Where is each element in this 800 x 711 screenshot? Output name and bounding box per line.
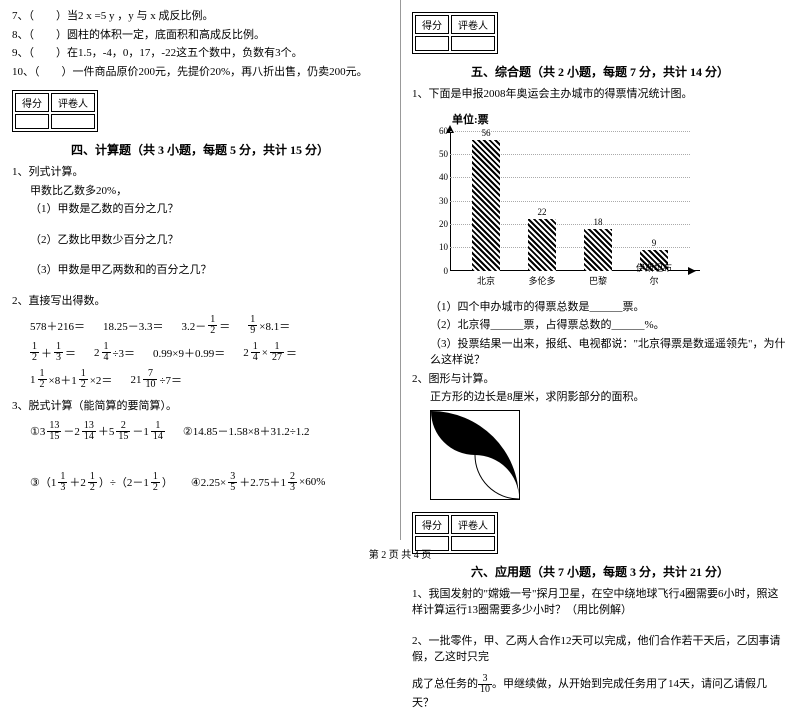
expr-2-4: 214×127＝ bbox=[243, 342, 297, 363]
expr-1-2: 18.25－3.3＝ bbox=[103, 315, 164, 336]
expr-2-1: 12＋13＝ bbox=[30, 342, 76, 363]
question-9: 9、（ ）在1.5，-4，0，17，-22这五个数中，负数有3个。 bbox=[12, 45, 388, 62]
page-footer: 第 2 页 共 4 页 bbox=[0, 546, 800, 561]
x-arrow-icon bbox=[688, 267, 696, 275]
y-tick: 30 bbox=[430, 196, 448, 206]
question-7: 7、（ ）当2 x =5 y ，y 与 x 成反比例。 bbox=[12, 8, 388, 25]
problem-3: 3、脱式计算（能简算的要简算）。 bbox=[12, 398, 388, 415]
math-row-2: 12＋13＝ 214÷3＝ 0.99×9＋0.99＝ 214×127＝ bbox=[30, 342, 388, 363]
bar-value: 56 bbox=[472, 128, 500, 138]
expr-3-2: 21710÷7＝ bbox=[130, 369, 182, 390]
bar-value: 22 bbox=[528, 207, 556, 217]
expr-4-1: ①31315－21314＋5215－1114 bbox=[30, 421, 165, 442]
grader-label: 评卷人 bbox=[51, 93, 95, 112]
right-column: 得分评卷人 五、综合题（共 2 小题，每题 7 分，共计 14 分） 1、下面是… bbox=[400, 0, 800, 540]
math-row-4: ①31315－21314＋5215－1114 ②14.85－1.58×8＋31.… bbox=[30, 421, 388, 442]
question-6-1: 1、我国发射的"嫦娥一号"探月卫星，在空中绕地球飞行4圈需要6小时，照这样计算运… bbox=[412, 586, 788, 619]
problem-2: 2、直接写出得数。 bbox=[12, 293, 388, 310]
bar-label: 北京 bbox=[466, 274, 506, 287]
section-4-title: 四、计算题（共 3 小题，每题 5 分，共计 15 分） bbox=[12, 141, 388, 158]
question-6-2a: 2、一批零件，甲、乙两人合作12天可以完成，他们合作若干天后，乙因事请假，乙这时… bbox=[412, 633, 788, 666]
section-5-title: 五、综合题（共 2 小题，每题 7 分，共计 14 分） bbox=[412, 63, 788, 80]
question-8: 8、（ ）圆柱的体积一定，底面积和高成反比例。 bbox=[12, 27, 388, 44]
chart-bar bbox=[584, 229, 612, 271]
math-row-1: 578＋216＝ 18.25－3.3＝ 3.2－12＝ 19×8.1＝ bbox=[30, 315, 388, 336]
expr-3-1: 112×8＋112×2＝ bbox=[30, 369, 112, 390]
bar-chart: 单位:票 0 10 20 30 40 50 60 56 北京 22 多伦多 18 巴黎 9 伊斯坦布尔 bbox=[412, 105, 788, 297]
y-tick: 0 bbox=[430, 266, 448, 276]
score-box-5: 得分评卷人 bbox=[412, 12, 498, 54]
score-label: 得分 bbox=[415, 515, 449, 534]
problem-1-2: （2）乙数比甲数少百分之几？ bbox=[30, 232, 388, 249]
bar-label: 伊斯坦布尔 bbox=[634, 261, 674, 287]
question-5-1-2: （2）北京得______票，占得票总数的______%。 bbox=[430, 317, 788, 334]
expr-5-2: ④2.25×35＋2.75＋123×60% bbox=[191, 472, 325, 493]
grader-label: 评卷人 bbox=[451, 515, 495, 534]
question-5-1-1: （1）四个申办城市的得票总数是______票。 bbox=[430, 299, 788, 316]
question-6-2b: 成了总任务的310。甲继续做，从开始到完成任务用了14天，请问乙请假几天？ bbox=[412, 674, 788, 711]
question-5-1: 1、下面是申报2008年奥运会主办城市的得票情况统计图。 bbox=[412, 86, 788, 103]
question-5-2: 2、图形与计算。 bbox=[412, 371, 788, 388]
geometry-figure bbox=[430, 410, 520, 500]
y-tick: 60 bbox=[430, 126, 448, 136]
problem-1-1: （1）甲数是乙数的百分之几？ bbox=[30, 201, 388, 218]
bar-value: 9 bbox=[640, 238, 668, 248]
chart-bar bbox=[472, 140, 500, 271]
chart-bar bbox=[528, 219, 556, 270]
bar-value: 18 bbox=[584, 217, 612, 227]
y-tick: 20 bbox=[430, 219, 448, 229]
y-tick: 40 bbox=[430, 172, 448, 182]
expr-1-1: 578＋216＝ bbox=[30, 315, 85, 336]
expr-1-4: 19×8.1＝ bbox=[248, 315, 290, 336]
grader-label: 评卷人 bbox=[451, 15, 495, 34]
expr-4-2: ②14.85－1.58×8＋31.2÷1.2 bbox=[183, 421, 310, 442]
problem-1-stem: 甲数比乙数多20%， bbox=[30, 183, 388, 200]
chart-unit: 单位:票 bbox=[452, 111, 788, 127]
bar-label: 巴黎 bbox=[578, 274, 618, 287]
expr-1-3: 3.2－12＝ bbox=[182, 315, 231, 336]
expr-2-2: 214÷3＝ bbox=[94, 342, 135, 363]
question-5-2-stem: 正方形的边长是8厘米，求阴影部分的面积。 bbox=[430, 389, 788, 406]
left-column: 7、（ ）当2 x =5 y ，y 与 x 成反比例。 8、（ ）圆柱的体积一定… bbox=[0, 0, 400, 540]
score-box-4: 得分评卷人 bbox=[12, 90, 98, 132]
problem-1-3: （3）甲数是甲乙两数和的百分之几？ bbox=[30, 262, 388, 279]
question-5-1-3: （3）投票结果一出来，报纸、电视都说："北京得票是数遥遥领先"，为什么这样说？ bbox=[430, 336, 788, 369]
math-row-5: ③（113＋212）÷（2－112） ④2.25×35＋2.75＋123×60% bbox=[30, 472, 388, 493]
section-6-title: 六、应用题（共 7 小题，每题 3 分，共计 21 分） bbox=[412, 563, 788, 580]
score-label: 得分 bbox=[415, 15, 449, 34]
y-tick: 50 bbox=[430, 149, 448, 159]
chart-area: 010203040506056北京22多伦多18巴黎9伊斯坦布尔 bbox=[420, 131, 700, 291]
y-tick: 10 bbox=[430, 242, 448, 252]
math-row-3: 112×8＋112×2＝ 21710÷7＝ bbox=[30, 369, 388, 390]
expr-2-3: 0.99×9＋0.99＝ bbox=[153, 342, 225, 363]
expr-5-1: ③（113＋212）÷（2－112） bbox=[30, 472, 173, 493]
problem-1: 1、列式计算。 bbox=[12, 164, 388, 181]
question-10: 10、（ ）一件商品原价200元，先提价20%，再八折出售，仍卖200元。 bbox=[12, 64, 388, 81]
bar-label: 多伦多 bbox=[522, 274, 562, 287]
score-label: 得分 bbox=[15, 93, 49, 112]
